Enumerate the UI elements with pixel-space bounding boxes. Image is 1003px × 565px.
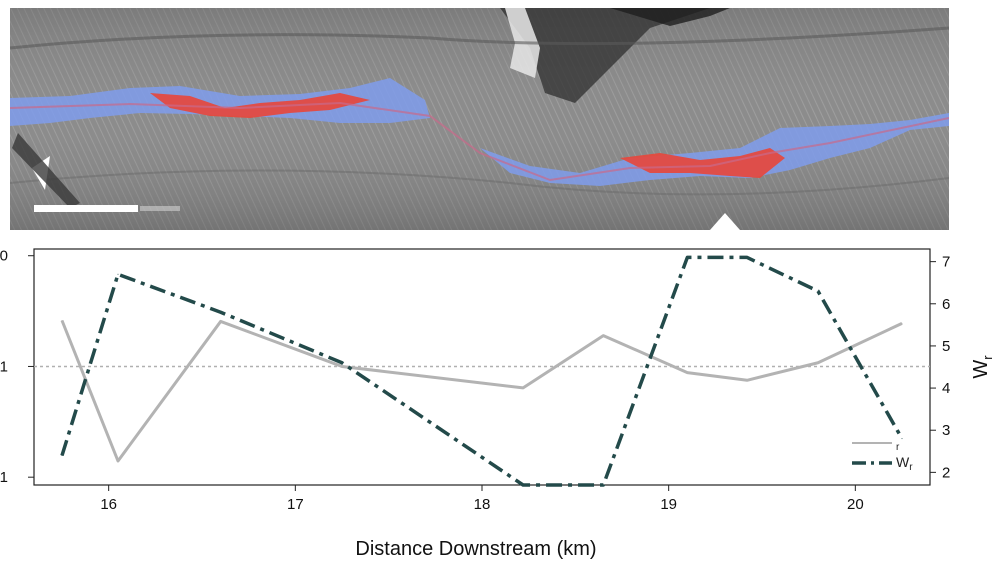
- left-axis-ticks: 1 1 0: [0, 248, 34, 486]
- right-tick-label: 7: [942, 254, 950, 271]
- legend-label-series-1: r: [896, 442, 900, 453]
- series-2-point: [61, 455, 63, 456]
- svg-text:Wr: Wr: [970, 355, 995, 379]
- right-tick-label: 6: [942, 296, 950, 313]
- series-1-point: [746, 379, 748, 381]
- left-tick-label: 1: [0, 469, 8, 486]
- right-tick-label: 2: [942, 464, 950, 481]
- series-2-point: [117, 273, 119, 275]
- series-line-2: [60, 255, 904, 487]
- channel-terrain-map: [10, 8, 949, 230]
- series-2-point: [522, 484, 524, 486]
- scale-bar: [34, 205, 138, 212]
- series-2-point: [220, 311, 222, 313]
- series-1-point: [117, 460, 119, 462]
- series-2-point: [817, 290, 819, 292]
- x-tick-label: 19: [660, 496, 677, 513]
- left-tick-label: 1: [0, 358, 8, 375]
- x-tick-label: 17: [287, 496, 304, 513]
- chart: 1 1 0 2 3 4 5 6 7 16 17 18 19 20 Distance Downstrea…: [0, 248, 995, 560]
- x-tick-label: 16: [100, 496, 117, 513]
- hill-shadow: [500, 8, 710, 103]
- series-1-point: [61, 320, 63, 322]
- series-2-point: [341, 362, 343, 364]
- series-1-point: [602, 335, 604, 337]
- series-1-point: [341, 365, 343, 367]
- series-1-point: [522, 387, 524, 389]
- series-1-point: [220, 320, 222, 322]
- series-line-1: [60, 319, 903, 463]
- x-tick-label: 20: [847, 496, 864, 513]
- series-layer: [60, 255, 904, 487]
- series-1-point: [901, 322, 903, 324]
- series-2-point: [746, 256, 748, 258]
- series-2-point: [602, 484, 604, 486]
- channel-red-extent: [150, 93, 785, 178]
- series-1-point: [686, 372, 688, 374]
- right-axis-title: Wr: [970, 355, 995, 379]
- right-tick-label: 3: [942, 422, 950, 439]
- x-tick-label: 18: [474, 496, 491, 513]
- series-1-point: [817, 362, 819, 364]
- x-axis-ticks: 16 17 18 19 20: [100, 485, 864, 513]
- legend-label-series-2: Wr: [896, 454, 913, 473]
- x-axis-title: Distance Downstream (km): [355, 538, 596, 560]
- right-tick-label: 4: [942, 380, 950, 397]
- left-tick-label: 0: [0, 248, 8, 265]
- right-tick-label: 5: [942, 338, 950, 355]
- legend: r Wr: [852, 442, 913, 473]
- right-axis-ticks: 2 3 4 5 6 7: [930, 254, 950, 481]
- series-2-point: [901, 438, 903, 440]
- series-2-point: [686, 256, 688, 258]
